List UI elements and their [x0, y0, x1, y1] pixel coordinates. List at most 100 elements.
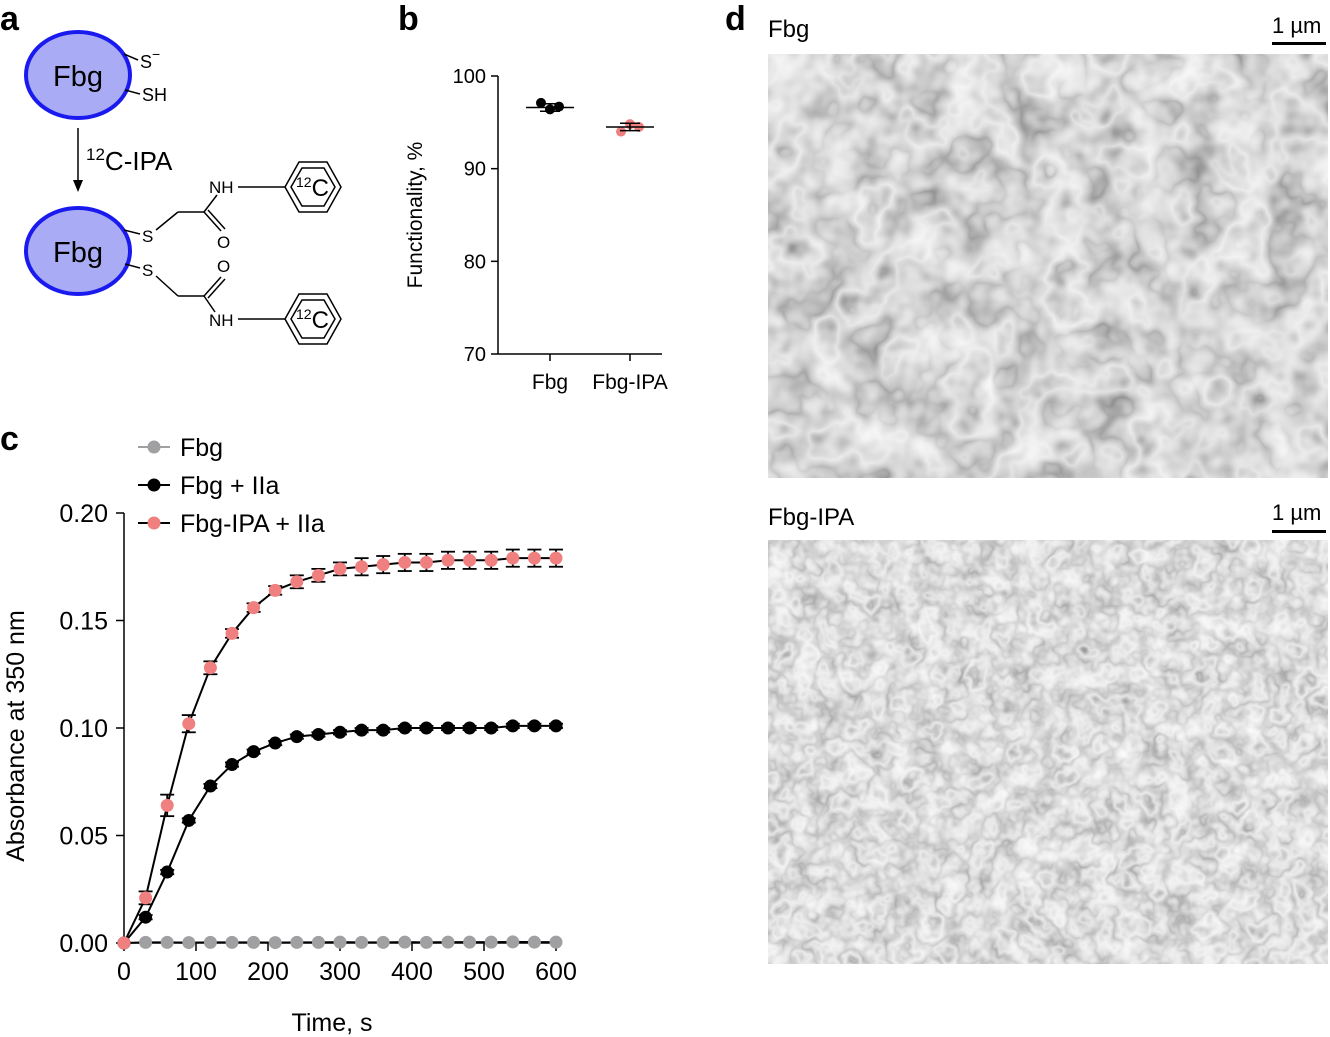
ring-isotope-upper: 12C	[296, 174, 329, 202]
thiol-label: SH	[142, 85, 167, 105]
data-point-c	[268, 583, 282, 597]
data-point-c	[355, 560, 369, 574]
data-point-c	[247, 601, 261, 615]
data-point-c	[225, 935, 239, 949]
y-tick-label-b: 100	[453, 66, 486, 88]
data-point-c	[441, 935, 455, 949]
data-point-c	[268, 736, 282, 750]
data-point-c	[463, 935, 477, 949]
ring-isotope-lower: 12C	[296, 306, 329, 334]
data-point-c	[419, 721, 433, 735]
data-point-c	[182, 717, 196, 731]
y-tick-label-b: 70	[464, 344, 486, 366]
chart-absorbance: 0.00 0.05 0.10 0.15 0.20 0 100 200 300 400 500 600 T…	[2, 434, 577, 1037]
amide-nh-lower: NH	[209, 311, 234, 330]
data-point-b	[536, 97, 546, 108]
legend-label-c: Fbg + IIa	[180, 472, 279, 500]
data-point-c	[290, 575, 304, 589]
data-point-c	[139, 910, 153, 924]
data-point-c	[182, 936, 196, 950]
y-axis-label-b: Functionality, %	[404, 142, 427, 289]
y-tick-label-b: 80	[464, 251, 486, 273]
data-point-c	[441, 721, 455, 735]
sulfur-label-lower: S	[142, 261, 153, 280]
y-tick-label-c: 0.05	[59, 823, 108, 851]
benzene-ring-lower	[284, 293, 342, 345]
y-tick-label-c: 0.20	[59, 500, 108, 528]
x-tick-label-c: 500	[463, 958, 505, 986]
fbg-label-top: Fbg	[53, 61, 103, 93]
data-point-c	[398, 935, 412, 949]
series-line-c	[123, 724, 556, 944]
data-point-c	[484, 721, 498, 735]
panel-letter-c: c	[0, 420, 19, 458]
data-point-c	[268, 936, 282, 950]
data-point-c	[225, 758, 239, 772]
x-tick-label-b: Fbg	[532, 371, 568, 394]
reaction-scheme: Fbg S− SH 12C-IPA Fbg S O NH 12C S O NH …	[24, 30, 342, 345]
data-point-c	[311, 568, 325, 582]
data-point-c	[463, 721, 477, 735]
scale-label-bottom: 1 µm	[1272, 500, 1322, 525]
data-point-c	[398, 721, 412, 735]
data-point-c	[247, 745, 261, 759]
data-point-c	[484, 935, 498, 949]
data-point-b	[616, 126, 626, 137]
data-point-c	[419, 935, 433, 949]
y-axis-label-c: Absorbance at 350 nm	[2, 610, 30, 862]
data-point-c	[160, 935, 174, 949]
y-tick-label-c: 0.00	[59, 930, 108, 958]
data-point-c	[290, 935, 304, 949]
carbonyl-o-upper: O	[217, 233, 230, 252]
data-point-c	[225, 626, 239, 640]
thiolate-label: S−	[140, 46, 160, 72]
fbg-protein-top	[24, 30, 132, 120]
data-point-c	[549, 719, 563, 733]
x-tick-label-c: 0	[117, 958, 131, 986]
legend-marker-c	[147, 440, 161, 454]
image-caption-bottom: Fbg-IPA	[768, 504, 855, 531]
data-point-c	[311, 727, 325, 741]
data-point-c	[203, 935, 217, 949]
data-point-c	[506, 551, 520, 565]
data-point-c	[311, 935, 325, 949]
legend-label-c: Fbg	[180, 434, 223, 462]
data-point-c	[355, 935, 369, 949]
data-point-c	[398, 555, 412, 569]
data-point-c	[527, 551, 541, 565]
data-point-c	[160, 865, 174, 879]
data-point-c	[333, 725, 347, 739]
x-tick-label-b: Fbg-IPA	[592, 371, 667, 394]
benzene-ring-upper	[284, 161, 342, 213]
data-point-c	[506, 935, 520, 949]
data-point-c	[527, 935, 541, 949]
data-point-c	[247, 935, 261, 949]
data-point-c	[376, 723, 390, 737]
panel-letter-b: b	[398, 0, 419, 38]
x-tick-label-c: 600	[535, 958, 577, 986]
sem-image-fbg	[768, 54, 1328, 478]
data-point-c	[182, 813, 196, 827]
y-tick-label-c: 0.10	[59, 715, 108, 743]
data-point-c	[419, 555, 433, 569]
x-tick-label-c: 300	[319, 958, 361, 986]
panel-letter-d: d	[725, 0, 746, 38]
fbg-label-bottom: Fbg	[53, 237, 103, 269]
scale-bar-top	[1272, 42, 1326, 45]
data-point-c	[549, 551, 563, 565]
sem-image-fbg-ipa	[768, 540, 1328, 964]
y-tick-label-c: 0.15	[59, 608, 108, 636]
legend-marker-c	[147, 478, 161, 492]
sulfur-label-upper: S	[142, 227, 153, 246]
data-point-c	[527, 719, 541, 733]
image-caption-top: Fbg	[768, 16, 810, 43]
data-point-c	[333, 562, 347, 576]
data-point-c	[290, 730, 304, 744]
data-point-c	[484, 553, 498, 567]
chart-functionality: 70 80 90 100 Fbg Fbg-IPA Functionality, %	[404, 66, 668, 394]
reagent-label: 12C-IPA	[86, 145, 173, 176]
data-point-c	[139, 891, 153, 905]
x-tick-label-c: 100	[175, 958, 217, 986]
scale-bar-bottom	[1272, 530, 1326, 533]
x-axis-label-c: Time, s	[291, 1009, 372, 1037]
